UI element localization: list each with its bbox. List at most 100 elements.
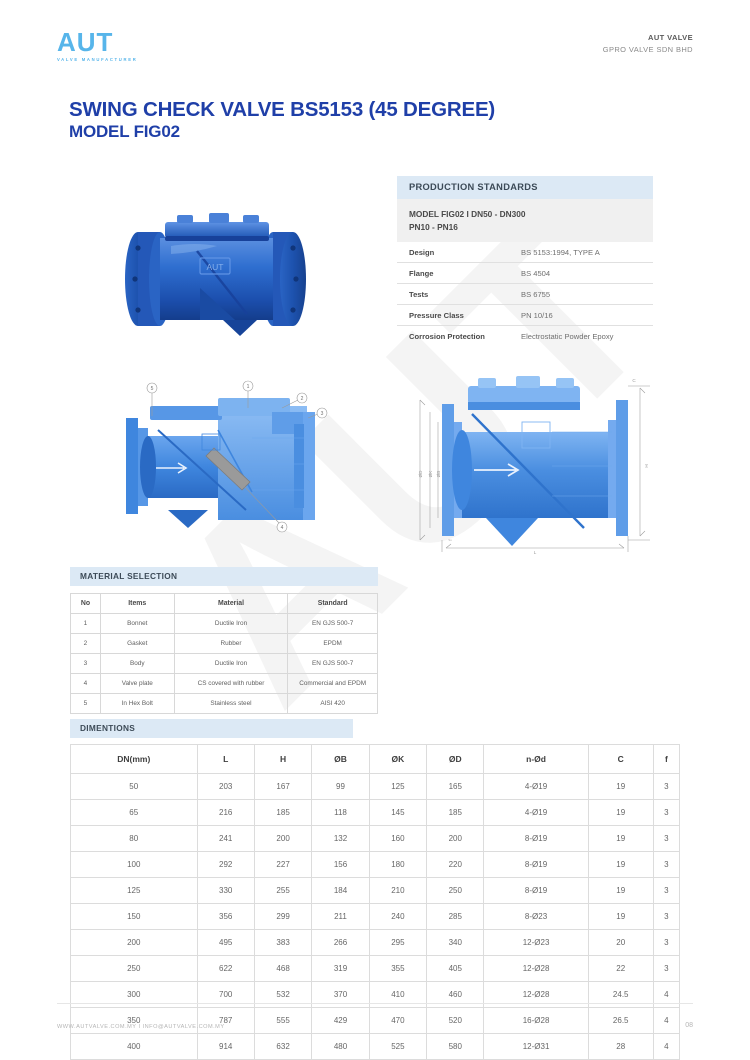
standards-value: PN 10/16 [521,310,553,320]
cell-dn-mm-: 65 [70,799,198,826]
cell-item: Bonnet [99,613,175,634]
table-row: 250 622 468 319 355 405 12-Ø28 22 3 [70,955,681,982]
cell-no: 3 [70,653,101,674]
cell-h: 632 [253,1033,313,1060]
cell-f: 3 [652,799,681,826]
cell--k: 240 [368,903,428,930]
cell-n-d: 12-Ø28 [483,955,589,982]
cell-no: 5 [70,693,101,714]
standards-row: Flange BS 4504 [397,263,653,284]
cell-f: 3 [652,929,681,956]
column-header-no: No [70,593,101,614]
cell-dn-mm-: 200 [70,929,198,956]
cell-l: 622 [196,955,255,982]
table-row: 350 787 555 429 470 520 16-Ø28 26.5 4 [70,1007,681,1034]
table-row: 5 In Hex Bolt Stainless steel AISI 420 [70,693,378,714]
cell-c: 19 [587,773,654,800]
standards-value: BS 6755 [521,289,551,299]
cell--b: 184 [311,877,370,904]
cell--k: 180 [368,851,428,878]
footer-divider [57,1003,693,1004]
header-company-entity: GPRO VALVE SDN BHD [602,45,693,54]
cell-standard: EPDM [287,633,378,654]
cell-standard: AISI 420 [287,693,378,714]
cell-standard: EN GJS 500-7 [287,653,378,674]
cell-h: 167 [253,773,313,800]
dim-label-l: L [534,550,537,555]
cell--k: 355 [368,955,428,982]
cell-h: 227 [253,851,313,878]
cell--d: 250 [426,877,485,904]
page-title-line2: MODEL FIG02 [69,122,180,141]
table-row: 3 Body Ductile Iron EN GJS 500-7 [70,653,378,674]
table-row: 200 495 383 266 295 340 12-Ø23 20 3 [70,929,681,956]
cell--d: 340 [426,929,485,956]
material-selection-table: No Items Material Standard 1 Bonnet Duct… [70,593,378,714]
model-range-line2: PN10 - PN16 [409,221,458,232]
cell-f: 3 [652,851,681,878]
cell-item: Valve plate [99,673,175,694]
cutaway-drawing: 5 1 2 3 4 [126,380,328,533]
cell-h: 200 [253,825,313,852]
cell-dn-mm-: 350 [70,1007,198,1034]
standards-key: Tests [409,289,429,299]
cell--d: 580 [426,1033,485,1060]
svg-text:AUT: AUT [207,262,224,272]
cell-item: In Hex Bolt [99,693,175,714]
cell-material: Ductile Iron [173,613,289,634]
column-header-6: n-Ød [483,744,589,774]
dimentions-heading: DIMENTIONS [70,719,353,738]
cell--b: 156 [311,851,370,878]
cell-c: 19 [587,903,654,930]
model-range-line1: MODEL FIG02 I DN50 - DN300 [409,209,526,219]
cell-h: 299 [253,903,313,930]
column-header-0: DN(mm) [70,744,198,774]
standards-value: Electrostatic Powder Epoxy [521,331,614,341]
cell--k: 210 [368,877,428,904]
cell-dn-mm-: 400 [70,1033,198,1060]
product-photo: AUT [125,213,306,336]
cell-n-d: 12-Ø31 [483,1033,589,1060]
logo-tagline: VALVE MANUFACTURER [57,57,138,62]
cell-f: 3 [652,825,681,852]
cell-n-d: 8-Ø19 [483,851,589,878]
cell--b: 132 [311,825,370,852]
cell--k: 295 [368,929,428,956]
cell-material: Ductile Iron [173,653,289,674]
standards-key: Design [409,247,435,257]
cell-dn-mm-: 250 [70,955,198,982]
table-header-row: No Items Material Standard [70,593,378,614]
callout-label: 5 [151,386,154,392]
header-company-block: AUT VALVE GPRO VALVE SDN BHD [603,33,693,54]
cell-f: 3 [652,903,681,930]
standards-row: Design BS 5153:1994, TYPE A [397,242,653,263]
cell-c: 20 [587,929,654,956]
column-header-7: C [587,744,654,774]
cell-material: Stainless steel [173,693,289,714]
cell-n-d: 16-Ø28 [483,1007,589,1034]
cell-standard: EN GJS 500-7 [287,613,378,634]
cell--k: 125 [368,773,428,800]
cell-h: 255 [253,877,313,904]
dim-label-oed: ØD [418,470,423,478]
cell--d: 200 [426,825,485,852]
cell--k: 160 [368,825,428,852]
standards-value: BS 5153:1994, TYPE A [521,247,600,257]
cell-l: 292 [196,851,255,878]
table-row: 2 Gasket Rubber EPDM [70,633,378,654]
cell--b: 480 [311,1033,370,1060]
cell-l: 330 [196,877,255,904]
cell--d: 165 [426,773,485,800]
table-row: 80 241 200 132 160 200 8-Ø19 19 3 [70,825,681,852]
logo-wordmark: AUT [57,27,114,57]
callout-label: 4 [281,525,284,531]
cell-dn-mm-: 150 [70,903,198,930]
standards-row: Tests BS 6755 [397,284,653,305]
cell-standard: Commercial and EPDM [287,673,378,694]
cell-material: CS covered with rubber [173,673,289,694]
cell--k: 470 [368,1007,428,1034]
table-row: 400 914 632 480 525 580 12-Ø31 28 4 [70,1033,681,1060]
cell-dn-mm-: 125 [70,877,198,904]
cell-n-d: 8-Ø23 [483,903,589,930]
